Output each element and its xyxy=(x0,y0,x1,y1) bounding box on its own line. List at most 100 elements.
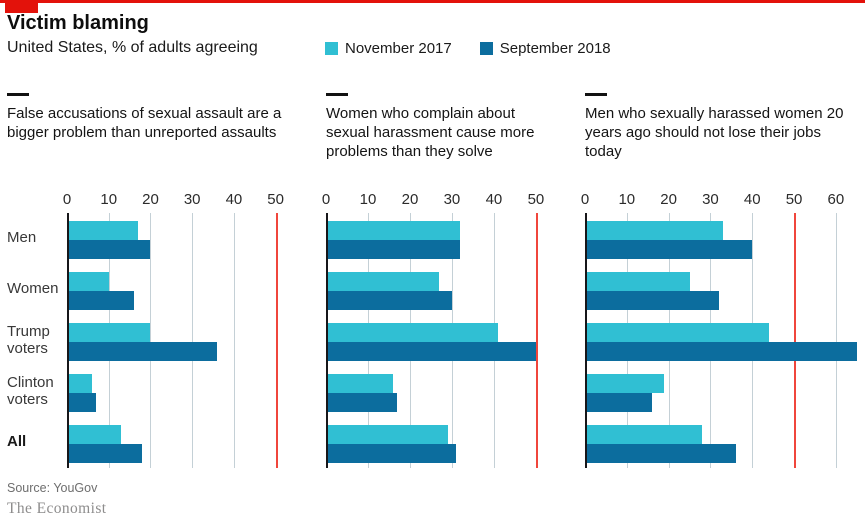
bar-september-2018 xyxy=(67,393,97,412)
bar-group-men xyxy=(67,213,289,264)
bar-november-2017 xyxy=(67,221,138,240)
bar-november-2017 xyxy=(67,425,122,444)
bar-september-2018 xyxy=(585,444,736,463)
bar-november-2017 xyxy=(67,374,93,393)
bar-september-2018 xyxy=(67,291,134,310)
bar-november-2017 xyxy=(585,374,665,393)
panel-titles-row: False accusations of sexual assault are … xyxy=(7,93,858,181)
red-reference-gridline xyxy=(535,213,538,468)
bar-september-2018 xyxy=(67,444,143,463)
category-label: Clinton voters xyxy=(7,373,54,408)
bar-group-trump-voters xyxy=(585,315,858,366)
bar-group-trump-voters xyxy=(67,315,289,366)
chart-subtitle: United States, % of adults agreeing xyxy=(7,39,258,56)
bar-group-men xyxy=(585,213,858,264)
bar-november-2017 xyxy=(67,323,151,342)
axis-tick-label: 10 xyxy=(100,191,118,208)
bar-september-2018 xyxy=(585,291,719,310)
legend-item-nov-2017: November 2017 xyxy=(325,40,452,57)
bars-area xyxy=(585,213,858,468)
bar-september-2018 xyxy=(326,393,398,412)
gridline xyxy=(233,213,235,468)
gridline xyxy=(150,213,152,468)
axis-tick-label: 50 xyxy=(267,191,284,208)
bar-group-clinton-voters xyxy=(585,366,858,417)
bar-november-2017 xyxy=(67,272,109,291)
chart-title: Victim blaming xyxy=(7,12,149,34)
bar-november-2017 xyxy=(585,425,703,444)
bar-november-2017 xyxy=(326,374,394,393)
subtitle-row: United States, % of adults agreeing Nove… xyxy=(7,39,858,57)
bar-group-trump-voters xyxy=(326,315,559,366)
legend-swatch-sep-2018-icon xyxy=(479,41,493,55)
axis-zero-line xyxy=(67,213,69,468)
legend-label-sep-2018: September 2018 xyxy=(499,39,611,57)
bar-september-2018 xyxy=(326,291,452,310)
axis-tick-label: 40 xyxy=(485,191,503,208)
bars-area xyxy=(67,213,289,468)
axis-tick-label: 20 xyxy=(142,191,159,208)
bar-group-all xyxy=(585,417,858,468)
axis-tick-label: 0 xyxy=(321,191,331,208)
axis-tick-label: 40 xyxy=(225,191,243,208)
category-labels-column: Men Women Trump voters Clinton voters All xyxy=(7,191,67,468)
bar-november-2017 xyxy=(326,221,461,240)
panel-title-1-text: False accusations of sexual assault are … xyxy=(7,105,282,141)
legend-swatch-nov-2017-icon xyxy=(325,41,338,55)
bar-september-2018 xyxy=(326,342,536,361)
axis-tick-label: 10 xyxy=(359,191,377,208)
bar-group-women xyxy=(585,264,858,315)
bar-november-2017 xyxy=(326,425,448,444)
bar-group-clinton-voters xyxy=(67,366,289,417)
category-label: Trump voters xyxy=(7,322,50,357)
bar-september-2018 xyxy=(585,393,652,412)
bar-group-women xyxy=(326,264,559,315)
bar-september-2018 xyxy=(585,240,753,259)
gridline xyxy=(192,213,194,468)
red-reference-gridline xyxy=(275,213,278,468)
economist-brand: The Economist xyxy=(7,500,107,517)
bar-september-2018 xyxy=(67,240,151,259)
axis-tick-label: 0 xyxy=(62,191,72,208)
economist-red-tab xyxy=(5,3,38,13)
category-label: All xyxy=(7,433,27,451)
panel-dash-icon xyxy=(7,93,29,96)
panel-dash-icon xyxy=(326,93,348,96)
panel-title-2: Women who complain about sexual harassme… xyxy=(326,93,559,181)
chart-area: Men Women Trump voters Clinton voters All 0 1… xyxy=(7,191,858,468)
bar-september-2018 xyxy=(585,342,857,361)
bar-group-all xyxy=(67,417,289,468)
axis-tick-label: 30 xyxy=(183,191,201,208)
bars-area xyxy=(326,213,559,468)
bar-september-2018 xyxy=(67,342,218,361)
gridline xyxy=(835,213,837,468)
panel-plot-1: 0 10 20 30 40 50 xyxy=(63,191,289,468)
category-label: Women xyxy=(7,280,59,298)
source-note: Source: YouGov xyxy=(7,481,98,495)
bar-group-clinton-voters xyxy=(326,366,559,417)
axis-tick-label: 50 xyxy=(785,191,803,208)
bar-november-2017 xyxy=(585,272,690,291)
legend-label-nov-2017: November 2017 xyxy=(345,39,452,57)
panel-title-2-text: Women who complain about sexual harassme… xyxy=(326,105,535,160)
bar-group-women xyxy=(67,264,289,315)
panel-title-3-text: Men who sexually harassed women 20 years… xyxy=(585,105,844,160)
axis-tick-label: 30 xyxy=(443,191,461,208)
axis-tick-label: 40 xyxy=(743,191,761,208)
axis-zero-line xyxy=(585,213,587,468)
bar-group-all xyxy=(326,417,559,468)
bar-group-men xyxy=(326,213,559,264)
red-reference-gridline xyxy=(794,213,797,468)
panel-plot-3: 0 10 20 30 40 50 60 xyxy=(581,191,858,468)
axis-zero-line xyxy=(326,213,328,468)
panel-title-1: False accusations of sexual assault are … xyxy=(7,93,289,181)
bar-november-2017 xyxy=(326,323,499,342)
bar-september-2018 xyxy=(326,444,457,463)
panel-title-3: Men who sexually harassed women 20 years… xyxy=(585,93,858,181)
bar-november-2017 xyxy=(585,221,723,240)
bar-november-2017 xyxy=(585,323,769,342)
axis-tick-label: 50 xyxy=(527,191,545,208)
bar-september-2018 xyxy=(326,240,461,259)
legend-item-sep-2018: September 2018 xyxy=(479,39,611,57)
